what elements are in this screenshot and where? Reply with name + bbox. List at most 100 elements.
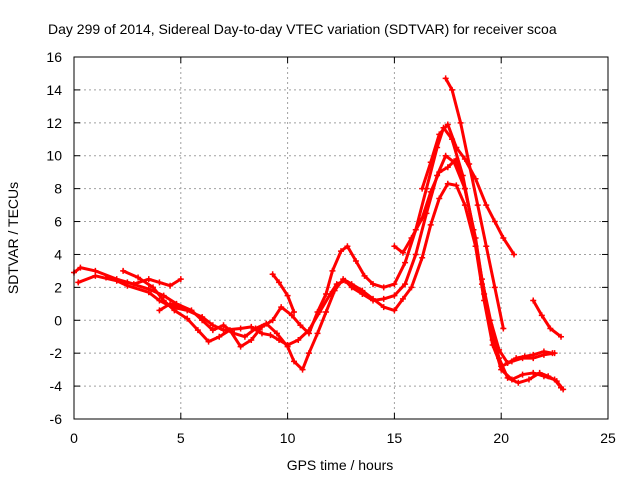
data-point (391, 243, 398, 250)
series-line (121, 126, 565, 391)
data-point (184, 315, 191, 322)
series-trace-h (530, 297, 565, 340)
data-point (399, 249, 406, 256)
data-point (478, 276, 485, 283)
data-point (344, 243, 351, 250)
data-point (427, 221, 434, 228)
data-point (536, 369, 543, 376)
x-tick-label: 10 (280, 430, 296, 446)
data-point (391, 292, 398, 299)
data-point (124, 279, 131, 286)
data-point (427, 159, 434, 166)
data-point (305, 330, 312, 337)
data-point (412, 251, 419, 258)
data-point (171, 307, 178, 314)
series-layer (71, 75, 567, 393)
data-point (504, 360, 511, 367)
series-trace-j (269, 271, 298, 316)
data-point (284, 292, 291, 299)
data-point (530, 297, 537, 304)
data-point (457, 119, 464, 126)
series-trace-i (156, 300, 184, 314)
data-point (92, 272, 99, 279)
data-point (205, 338, 212, 345)
data-point (145, 286, 152, 293)
data-point (273, 330, 280, 337)
data-point (120, 267, 127, 274)
y-tick-label: 2 (54, 279, 62, 295)
data-point (453, 144, 460, 151)
data-point (547, 325, 554, 332)
data-point (487, 317, 494, 324)
data-point (188, 307, 195, 314)
data-point (237, 343, 244, 350)
data-point (194, 327, 201, 334)
data-point (538, 312, 545, 319)
data-point (453, 182, 460, 189)
data-point (252, 325, 259, 332)
data-point (241, 333, 248, 340)
data-point (338, 248, 344, 255)
data-point (291, 358, 298, 365)
y-tick-label: 12 (46, 115, 62, 131)
data-point (77, 264, 84, 271)
data-point (340, 276, 347, 283)
x-axis-label: GPS time / hours (287, 457, 394, 473)
data-point (329, 267, 336, 274)
data-point (380, 295, 387, 302)
data-point (474, 202, 481, 209)
data-point (220, 322, 227, 329)
series-trace-d (120, 124, 567, 393)
data-point (278, 304, 285, 311)
data-point (549, 350, 556, 357)
y-tick-label: 8 (54, 181, 62, 197)
data-point (177, 304, 184, 311)
data-point (519, 371, 526, 378)
data-point (284, 343, 291, 350)
data-point (483, 202, 490, 209)
series-line (444, 76, 505, 330)
data-point (269, 271, 276, 278)
x-tick-label: 15 (387, 430, 403, 446)
data-point (248, 337, 255, 344)
data-point (408, 284, 415, 291)
data-point (258, 330, 265, 337)
data-point (444, 121, 451, 128)
y-tick-label: 10 (46, 148, 62, 164)
data-point (391, 307, 398, 314)
y-tick-label: 0 (54, 312, 62, 328)
data-point (314, 309, 321, 316)
data-point (359, 287, 366, 294)
data-point (408, 235, 415, 241)
data-point (427, 188, 434, 195)
y-tick-label: 16 (46, 49, 62, 65)
data-point (288, 312, 295, 319)
series-trace-e (391, 156, 556, 367)
data-point (500, 325, 507, 332)
data-point (419, 185, 426, 192)
data-point (258, 323, 265, 330)
data-point (135, 274, 142, 281)
data-point (402, 259, 409, 266)
data-point (323, 290, 330, 297)
data-point (500, 235, 507, 241)
data-point (466, 160, 473, 167)
series-line (271, 272, 296, 314)
data-point (297, 322, 304, 329)
data-point (545, 373, 552, 380)
data-point (167, 300, 174, 307)
data-point (299, 366, 306, 373)
data-point (436, 195, 443, 202)
data-point (513, 355, 520, 362)
data-point (323, 309, 330, 316)
data-point (314, 330, 321, 337)
data-point (331, 287, 338, 294)
data-point (511, 251, 518, 258)
x-tick-label: 25 (600, 430, 616, 446)
data-point (442, 75, 449, 82)
data-point (419, 254, 426, 261)
y-tick-label: -4 (50, 378, 63, 394)
data-point (276, 279, 283, 286)
data-point (483, 243, 490, 250)
data-point (491, 284, 498, 291)
